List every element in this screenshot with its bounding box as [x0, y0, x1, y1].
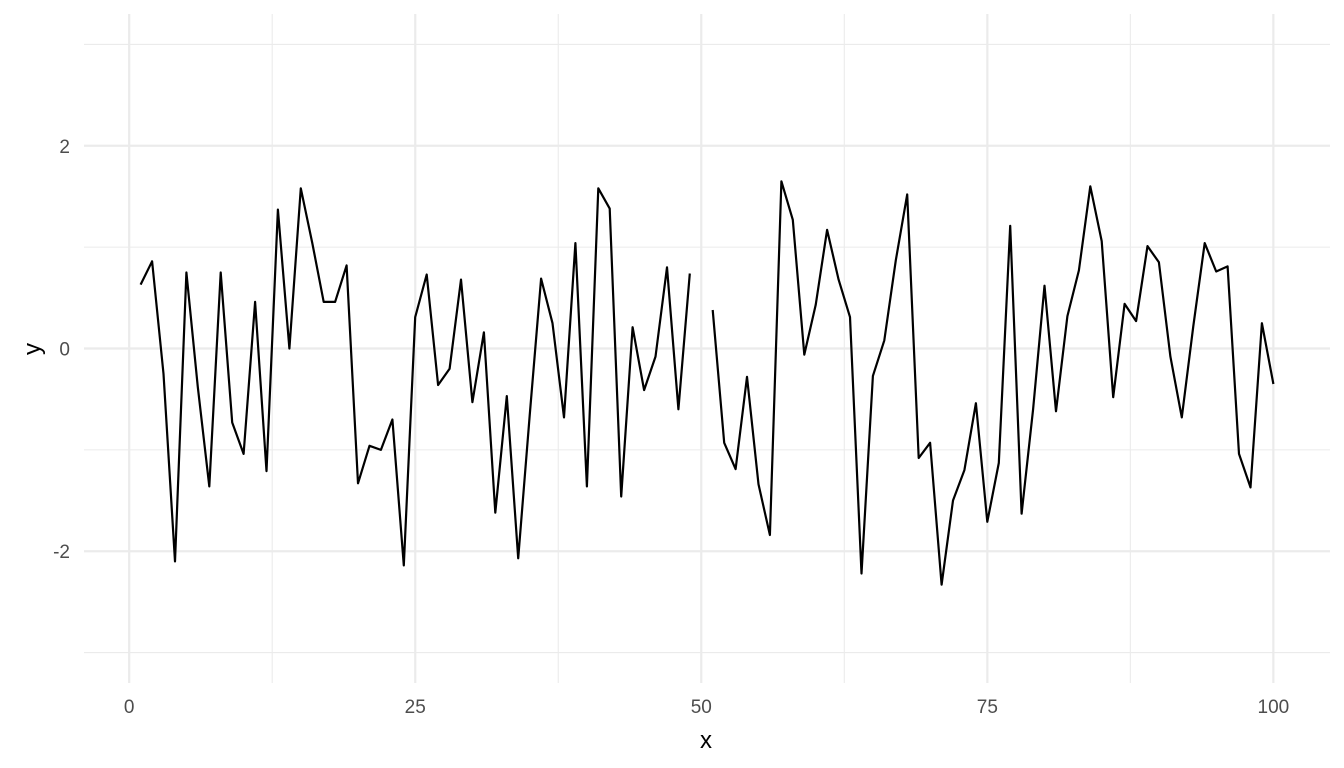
y-tick-label: 2 [59, 137, 70, 158]
y-axis-tick-labels: -2 0 2 [53, 137, 70, 563]
minor-gridlines [84, 14, 1330, 683]
y-tick-label: 0 [59, 340, 70, 361]
x-tick-label: 100 [1258, 697, 1290, 718]
x-axis-title: x [700, 727, 712, 754]
x-tick-label: 75 [977, 697, 998, 718]
x-tick-label: 50 [691, 697, 712, 718]
series-group [139, 180, 1275, 586]
x-tick-label: 25 [405, 697, 426, 718]
series-line [139, 180, 1275, 586]
y-tick-label: -2 [53, 542, 70, 563]
y-axis-title: y [19, 343, 46, 355]
x-axis-tick-labels: 0 25 50 75 100 [124, 697, 1289, 718]
x-tick-label: 0 [124, 697, 135, 718]
major-gridlines [84, 14, 1330, 683]
